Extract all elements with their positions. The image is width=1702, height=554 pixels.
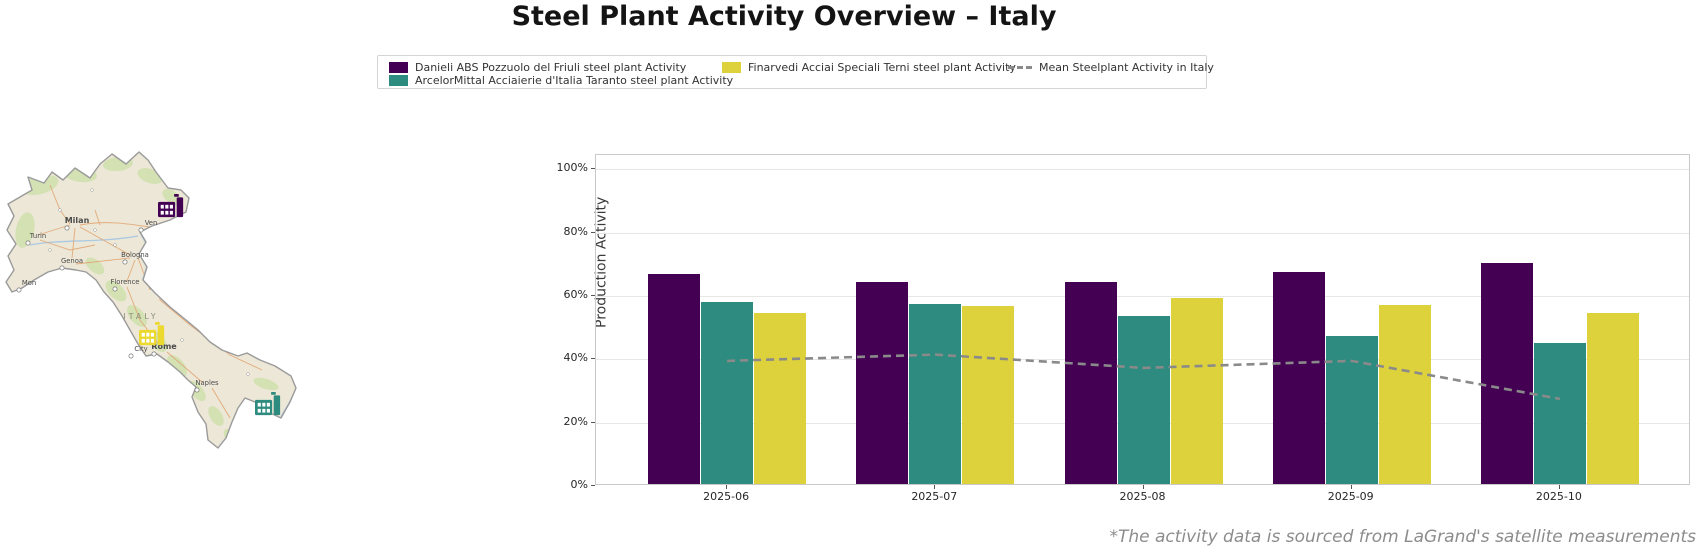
city-marker-naples	[194, 387, 200, 393]
city-label-ven: Ven	[145, 219, 158, 227]
y-tick-mark	[591, 294, 595, 296]
legend-swatch-arcelormittal	[389, 74, 408, 86]
bar-2025-06-series1	[701, 302, 754, 484]
y-tick-mark	[591, 168, 595, 170]
y-tick-label: 100%	[556, 161, 588, 175]
city-marker-turin	[25, 240, 31, 246]
bar-2025-10-series2	[1586, 312, 1639, 484]
city-marker-ven	[138, 227, 144, 233]
bar-2025-07-series0	[856, 282, 909, 484]
city-label-naples: Naples	[195, 379, 219, 387]
bar-2025-06-series0	[648, 274, 701, 484]
data-source-footnote: *The activity data is sourced from LaGra…	[1109, 527, 1696, 547]
bar-2025-09-series1	[1325, 336, 1378, 484]
bar-2025-08-series1	[1117, 316, 1170, 484]
city-label-milan: Milan	[65, 216, 90, 225]
city-marker-rome	[151, 351, 157, 357]
city-label-city: City	[134, 345, 147, 353]
city-marker-mon	[16, 287, 22, 293]
gridline	[596, 169, 1689, 171]
x-tick-mark	[934, 485, 936, 489]
y-tick-mark	[591, 231, 595, 233]
legend-item-arcelormittal: ArcelorMittal Acciaierie d'Italia Tarant…	[389, 73, 733, 87]
city-marker-florence	[112, 286, 118, 292]
gridline	[596, 232, 1689, 234]
bar-2025-10-series0	[1480, 263, 1533, 484]
bar-2025-10-series1	[1533, 343, 1586, 484]
legend-item-danieli: Danieli ABS Pozzuolo del Friuli steel pl…	[389, 60, 686, 74]
italy-map: Milan Turin Genoa Bologna Florence Rome City Na…	[0, 150, 300, 452]
bar-2025-09-series2	[1378, 305, 1431, 484]
y-tick-mark	[591, 421, 595, 423]
italy-border	[5, 151, 297, 449]
bar-2025-06-series2	[754, 313, 807, 484]
city-marker-bologna	[122, 259, 128, 265]
city-label-bologna: Bologna	[121, 251, 149, 259]
x-tick-mark	[1142, 485, 1144, 489]
y-tick-label: 60%	[563, 287, 588, 301]
city-label-florence: Florence	[110, 278, 139, 286]
bar-2025-09-series0	[1272, 272, 1325, 484]
legend-swatch-finarvedi	[722, 61, 741, 73]
legend-swatch-danieli	[389, 61, 408, 73]
y-tick-label: 80%	[563, 224, 588, 238]
city-marker-city	[128, 353, 134, 359]
city-label-genoa: Genoa	[61, 257, 83, 265]
legend-dashed-line-swatch	[1008, 65, 1032, 69]
city-label-rome: Rome	[151, 342, 177, 351]
chart-legend: Danieli ABS Pozzuolo del Friuli steel pl…	[377, 55, 1214, 89]
x-tick-mark	[1350, 485, 1352, 489]
legend-label: Finarvedi Acciai Speciali Terni steel pl…	[748, 60, 1016, 74]
map-labels-and-plants: Milan Turin Genoa Bologna Florence Rome City Na…	[16, 194, 281, 416]
y-tick-mark	[591, 485, 595, 486]
x-tick-label: 2025-06	[703, 490, 750, 503]
x-tick-label: 2025-07	[911, 490, 958, 503]
gridline	[596, 295, 1689, 297]
x-tick-label: 2025-09	[1327, 490, 1374, 503]
city-marker-genoa	[59, 265, 65, 271]
italy-map-svg: Milan Turin Genoa Bologna Florence Rome City Na…	[5, 151, 297, 449]
x-tick-mark	[726, 485, 728, 489]
y-tick-mark	[591, 358, 595, 360]
x-tick-label: 2025-08	[1119, 490, 1166, 503]
city-marker-milan	[64, 225, 70, 231]
bar-2025-07-series2	[962, 306, 1015, 484]
y-tick-label: 20%	[563, 414, 588, 428]
bar-2025-08-series2	[1170, 298, 1223, 484]
page-title: Steel Plant Activity Overview – Italy	[511, 1, 1057, 32]
y-tick-label: 40%	[563, 351, 588, 365]
city-label-turin: Turin	[29, 232, 46, 240]
legend-label: Danieli ABS Pozzuolo del Friuli steel pl…	[415, 60, 687, 74]
activity-bar-chart-plot-area	[595, 154, 1690, 485]
bar-2025-08-series0	[1064, 282, 1117, 484]
x-tick-label: 2025-10	[1535, 490, 1582, 503]
bar-2025-07-series1	[909, 304, 962, 484]
x-tick-mark	[1558, 485, 1560, 489]
legend-item-mean: Mean Steelplant Activity in Italy	[1008, 60, 1214, 74]
region-label-italy: ITALY	[123, 312, 158, 321]
legend-label: Mean Steelplant Activity in Italy	[1039, 60, 1214, 74]
y-tick-label: 0%	[570, 478, 588, 491]
legend-item-finarvedi: Finarvedi Acciai Speciali Terni steel pl…	[722, 60, 1016, 74]
legend-label: ArcelorMittal Acciaierie d'Italia Tarant…	[415, 73, 734, 87]
city-label-mon: Mon	[22, 279, 36, 287]
